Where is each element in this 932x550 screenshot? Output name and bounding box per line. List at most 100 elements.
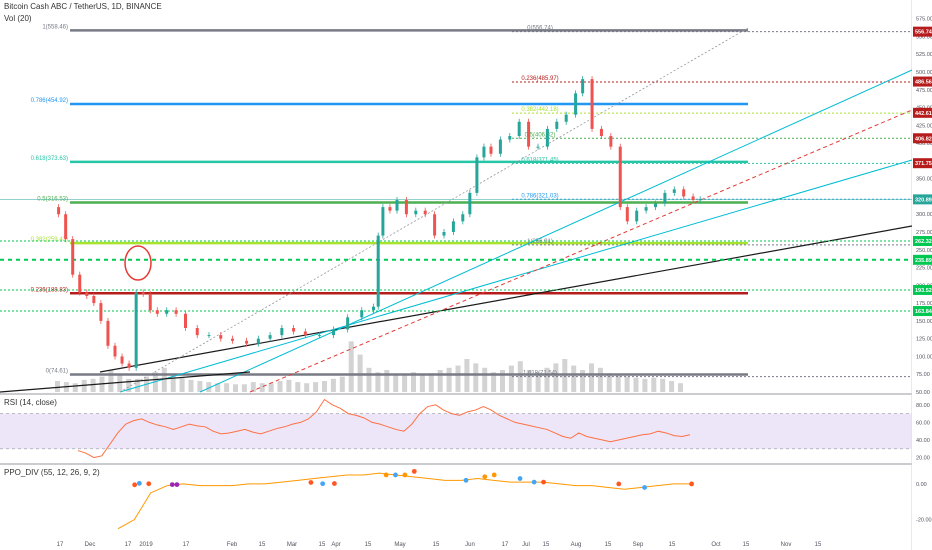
time-tick-label: 15 [743, 542, 750, 548]
candle-body [292, 328, 296, 332]
candle-body [644, 207, 648, 211]
volume-bar [411, 372, 416, 392]
candle-body [482, 146, 486, 158]
candle-body [498, 139, 502, 154]
price-badge [913, 76, 932, 87]
fib2-level-label: 1(256.91) [527, 239, 553, 245]
chart-title: Bitcoin Cash ABC / TetherUS, 1D, BINANCE [4, 2, 162, 11]
price-tick-label: 575.00 [916, 17, 932, 23]
candle-body [184, 313, 187, 328]
volume-bar [642, 378, 648, 392]
candle-body [78, 274, 82, 293]
volume-bar [286, 379, 292, 392]
volume-bar [491, 372, 497, 392]
candle-body [625, 207, 629, 222]
ppo-tick-label: 0.00 [916, 482, 927, 488]
candle-body [195, 328, 199, 336]
price-tick-label: 50.00 [916, 390, 930, 396]
volume-bar [295, 382, 301, 392]
ppo-divergence-marker [136, 480, 142, 486]
volume-bar [482, 367, 488, 392]
price-badge-label: 442.61 [915, 111, 932, 117]
volume-bars [55, 341, 683, 392]
time-tick-label: 15 [319, 542, 326, 548]
candle-body [360, 310, 364, 318]
price-badge-label: 486.56 [915, 80, 932, 86]
candle-body [581, 79, 585, 94]
ppo-divergence-marker [491, 472, 497, 478]
price-badge [913, 236, 932, 247]
price-badge-label: 235.89 [915, 258, 932, 264]
price-badge [913, 284, 932, 295]
candle-body [113, 345, 117, 357]
volume-bar [250, 382, 256, 392]
time-tick-label: 2019 [139, 542, 153, 548]
volume-bar [455, 365, 461, 392]
ppo-label: PPO_DIV (55, 12, 26, 9, 2) [4, 468, 100, 477]
volume-bar [589, 363, 594, 392]
volume-bar [500, 370, 505, 392]
channel-outer-line [119, 27, 749, 393]
ppo-divergence-marker [383, 472, 389, 478]
candle-body [303, 331, 307, 336]
price-badge [913, 133, 932, 144]
ppo-divergence-marker [146, 481, 152, 487]
rsi-line [77, 398, 691, 459]
candle-body [517, 121, 521, 136]
candle-body [527, 121, 531, 147]
volume-bar [339, 376, 345, 392]
candle-body [155, 310, 159, 314]
price-tick-label: 275.00 [916, 230, 932, 236]
ppo-divergence-marker [482, 474, 488, 480]
volume-bar [553, 363, 559, 392]
price-badge [913, 306, 932, 317]
price-tick-label: 500.00 [916, 70, 932, 76]
time-tick-label: Aug [571, 542, 582, 548]
fib-level-label: 0.382(259.42) [31, 237, 68, 243]
price-series [57, 76, 702, 371]
candle-body [207, 335, 211, 337]
volume-bar [535, 372, 541, 392]
volume-bar [437, 370, 443, 392]
candle-body [574, 93, 578, 115]
volume-bar [233, 384, 238, 392]
fib-levels: 1(558.46)0.786(454.92)0.618(373.63)0.5(3… [31, 24, 912, 378]
candle-body [317, 335, 321, 337]
candle-body [85, 292, 89, 296]
rsi-band [0, 413, 912, 449]
price-badge-label: 406.82 [915, 136, 932, 142]
volume-bar [259, 383, 265, 392]
price-badge [913, 158, 932, 169]
volume-bar [633, 377, 639, 392]
time-tick-label: 15 [433, 542, 440, 548]
volume-bar [669, 381, 675, 392]
volume-bar [313, 382, 319, 392]
volume-bar [322, 381, 327, 392]
candle-body [148, 293, 152, 311]
volume-bar [606, 373, 612, 392]
rsi-tick-label: 20.00 [916, 456, 930, 462]
candle-body [57, 207, 61, 215]
candle-body [663, 192, 667, 204]
candle-body [268, 335, 272, 339]
volume-bar [571, 365, 577, 392]
candle-body [461, 214, 465, 222]
ppo-divergence-marker [463, 477, 469, 483]
volume-bar [188, 379, 194, 392]
candle-body [381, 207, 385, 236]
volume-bar [384, 370, 390, 392]
volume-bar [81, 379, 87, 392]
price-tick-label: 75.00 [916, 372, 930, 378]
candle-body [691, 196, 695, 200]
candle-body [618, 146, 622, 208]
ppo-divergence-marker [402, 472, 408, 478]
volume-bar [624, 376, 630, 392]
time-tick-label: 15 [543, 542, 550, 548]
price-tick-label: 300.00 [916, 212, 932, 218]
candle-body [423, 210, 427, 215]
price-badge-label: 371.75 [915, 161, 932, 167]
candle-body [71, 239, 75, 275]
time-tick-label: Dec [85, 542, 96, 548]
